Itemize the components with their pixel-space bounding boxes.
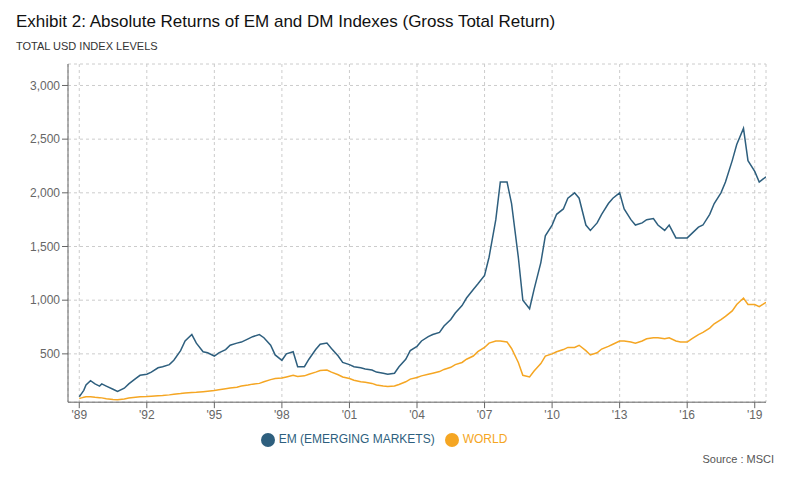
svg-text:1,500: 1,500	[30, 240, 60, 254]
html-text:EM (EMERGING MARKETS): EM (EMERGING MARKETS)	[278, 432, 435, 447]
svg-text:3,000: 3,000	[30, 79, 60, 93]
html-text:Exhibit 2: Absolute Returns of: Exhibit 2: Absolute Returns of EM and DM…	[16, 12, 556, 31]
svg-text:'13: '13	[612, 408, 628, 422]
svg-text:'04: '04	[409, 408, 425, 422]
svg-text:2,000: 2,000	[30, 186, 60, 200]
svg-text:'92: '92	[139, 408, 155, 422]
svg-text:'01: '01	[342, 408, 358, 422]
html-text:WORLD: WORLD	[462, 432, 508, 447]
svg-text:1,000: 1,000	[30, 293, 60, 307]
svg-text:2,500: 2,500	[30, 132, 60, 146]
svg-text:'95: '95	[207, 408, 223, 422]
svg-text:'98: '98	[274, 408, 290, 422]
html-text:TOTAL USD INDEX LEVELS: TOTAL USD INDEX LEVELS	[16, 40, 158, 52]
svg-text:'89: '89	[71, 408, 87, 422]
svg-text:'16: '16	[679, 408, 695, 422]
svg-text:'10: '10	[544, 408, 560, 422]
svg-text:'07: '07	[477, 408, 493, 422]
html-text:Source : MSCI: Source : MSCI	[702, 453, 774, 465]
svg-text:'19: '19	[747, 408, 763, 422]
svg-text:500: 500	[40, 347, 60, 361]
